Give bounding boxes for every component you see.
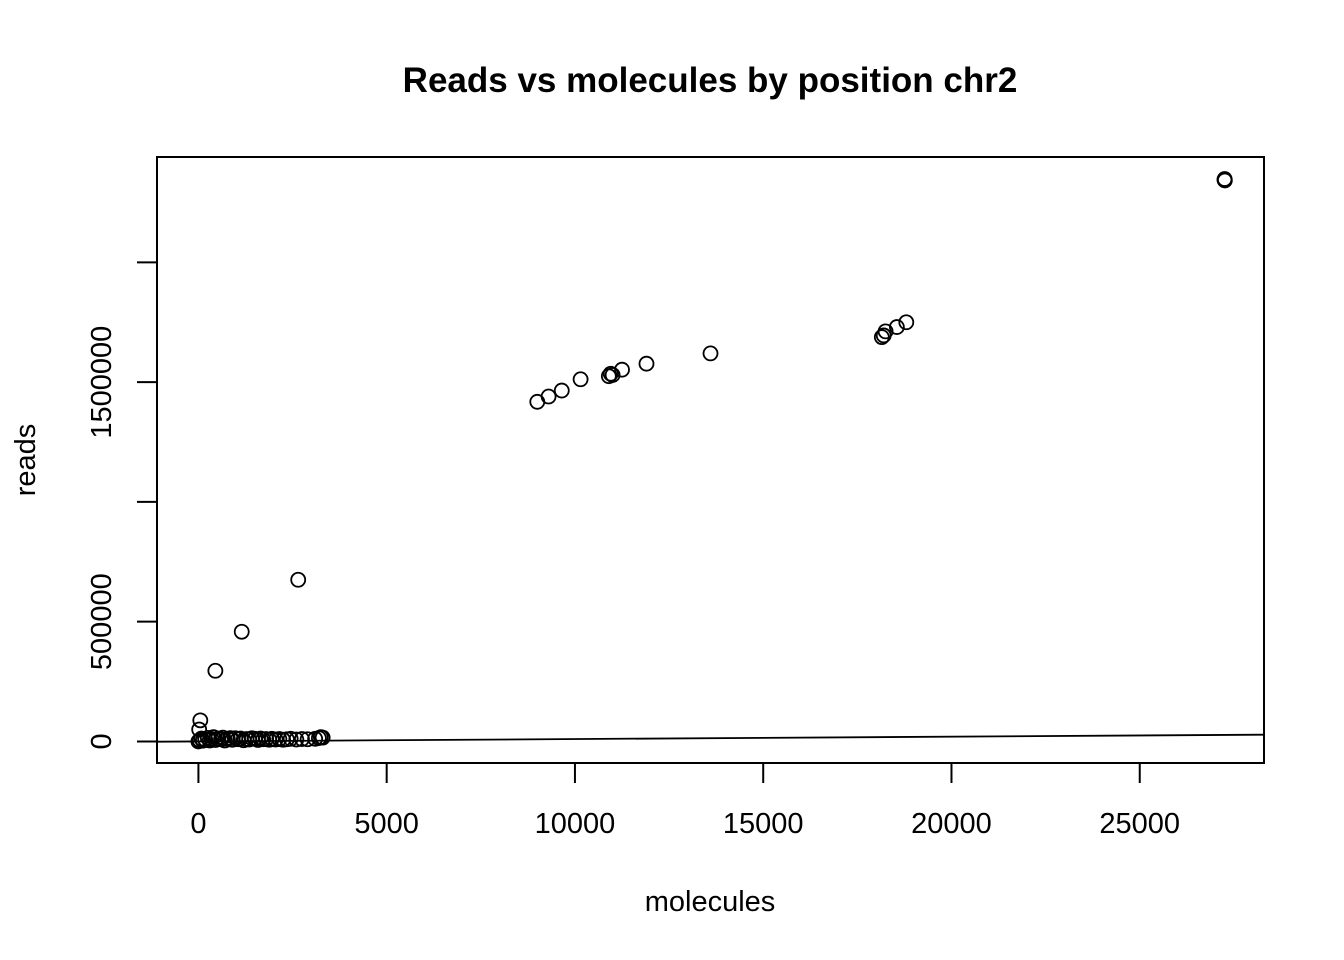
data-point bbox=[572, 371, 589, 388]
x-tick-label: 10000 bbox=[535, 808, 616, 840]
data-point bbox=[282, 730, 299, 747]
data-point bbox=[233, 623, 250, 640]
data-point bbox=[614, 361, 630, 378]
data-point bbox=[288, 731, 305, 748]
x-tick-label: 25000 bbox=[1099, 808, 1180, 840]
y-axis: 0 500000 1500000 bbox=[86, 261, 157, 750]
data-point bbox=[702, 345, 719, 362]
data-point bbox=[898, 314, 915, 331]
x-axis: 0 5000 10000 15000 20000 25000 bbox=[190, 763, 1180, 840]
data-point bbox=[638, 355, 655, 372]
x-tick-label: 15000 bbox=[723, 808, 804, 840]
y-tick-label: 0 bbox=[86, 733, 118, 749]
x-tick-label: 5000 bbox=[354, 808, 419, 840]
fit-line bbox=[156, 733, 1265, 743]
data-point bbox=[604, 367, 621, 383]
data-point bbox=[875, 327, 892, 344]
x-tick-label: 0 bbox=[190, 808, 206, 840]
y-tick-label: 500000 bbox=[86, 573, 118, 670]
fit-line-group bbox=[156, 733, 1265, 743]
y-axis-label: reads bbox=[10, 424, 42, 497]
data-point bbox=[873, 329, 890, 346]
y-tick-label: 1500000 bbox=[86, 326, 118, 439]
data-point bbox=[888, 319, 905, 335]
x-tick-label: 20000 bbox=[911, 808, 992, 840]
data-point bbox=[1216, 171, 1233, 187]
chart-title: Reads vs molecules by position chr2 bbox=[403, 61, 1018, 100]
data-point bbox=[192, 712, 209, 729]
data-point bbox=[290, 571, 307, 588]
data-point bbox=[314, 729, 331, 746]
data-point bbox=[529, 393, 546, 410]
data-point bbox=[602, 365, 619, 382]
data-point bbox=[207, 662, 224, 679]
data-point bbox=[553, 382, 570, 399]
data-points bbox=[190, 171, 1233, 750]
plot-frame bbox=[156, 156, 1265, 764]
x-axis-label: molecules bbox=[645, 886, 776, 918]
